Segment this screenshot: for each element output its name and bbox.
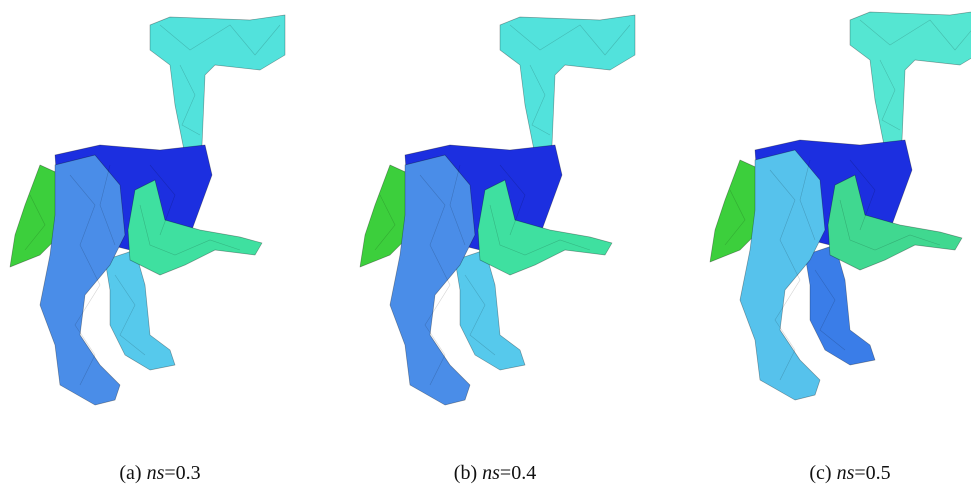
mesh-c (710, 10, 971, 400)
caption-label: (b) (454, 462, 477, 484)
caption-a: (a) ns=0.3 (0, 462, 320, 485)
renderings (0, 0, 971, 492)
caption-value: =0.5 (854, 462, 890, 484)
caption-variable: ns (482, 462, 500, 484)
caption-variable: ns (147, 462, 165, 484)
caption-b: (b) ns=0.4 (335, 462, 655, 485)
caption-value: =0.4 (500, 462, 536, 484)
caption-c: (c) ns=0.5 (690, 462, 971, 485)
mesh-a (10, 15, 285, 405)
caption-label: (a) (119, 462, 141, 484)
caption-variable: ns (837, 462, 855, 484)
caption-label: (c) (809, 462, 831, 484)
mesh-b (360, 15, 635, 405)
figure: (a) ns=0.3 (b) ns=0.4 (c) ns=0.5 (0, 0, 971, 492)
caption-value: =0.3 (164, 462, 200, 484)
